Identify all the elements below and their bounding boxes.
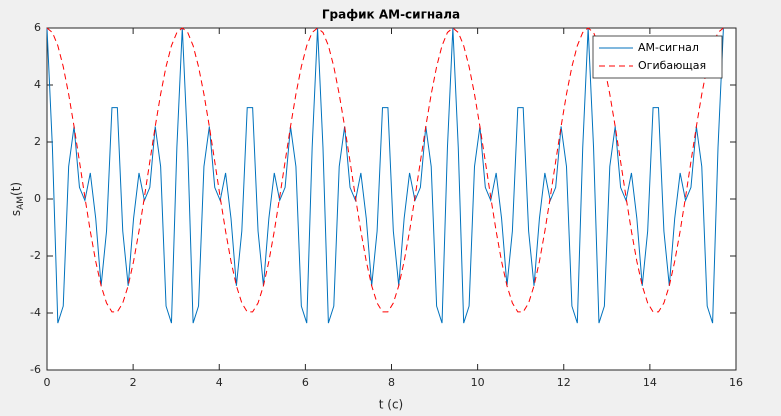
x-tick-label: 2	[130, 376, 137, 389]
y-label-sub: AM	[16, 196, 26, 210]
y-tick-label: -6	[30, 363, 41, 376]
axes-box	[46, 27, 737, 371]
y-label-main: s	[9, 210, 23, 216]
y-tick-label: 4	[34, 78, 41, 91]
y-tick-label: -2	[30, 249, 41, 262]
x-tick-label: 0	[44, 376, 51, 389]
y-tick-label: 2	[34, 135, 41, 148]
y-tick-label: 6	[34, 21, 41, 34]
x-tick-label: 6	[302, 376, 309, 389]
x-tick-label: 10	[471, 376, 485, 389]
series-line	[46, 27, 724, 324]
series-line	[46, 27, 724, 313]
y-axis-label: sAM(t)	[9, 182, 26, 216]
legend-label: АМ-сигнал	[638, 41, 699, 54]
legend-label: Огибающая	[638, 59, 706, 72]
x-tick-label: 4	[216, 376, 223, 389]
x-tick-label: 16	[729, 376, 743, 389]
y-label-tail: (t)	[9, 182, 23, 196]
x-tick-label: 14	[643, 376, 657, 389]
x-axis-label: t (c)	[379, 398, 403, 412]
y-tick-label: -4	[30, 306, 41, 319]
y-tick-label: 0	[34, 192, 41, 205]
x-tick-label: 12	[557, 376, 571, 389]
legend-box	[592, 35, 723, 79]
x-tick-label: 8	[388, 376, 395, 389]
chart-title: График АМ-сигнала	[322, 8, 460, 22]
